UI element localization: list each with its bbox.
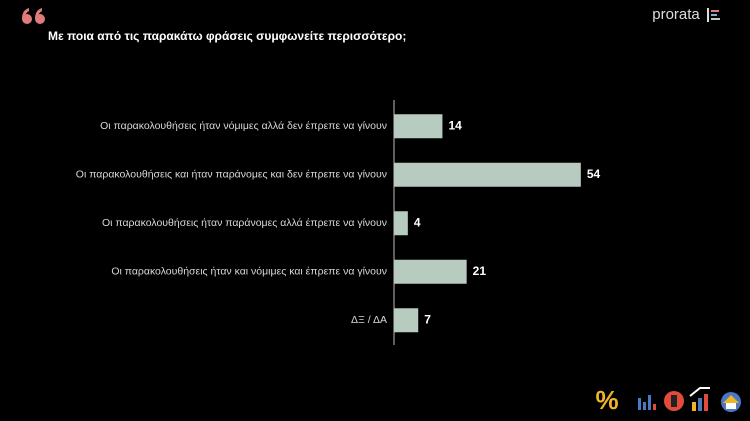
footer-icons: % [595, 385, 741, 415]
category-label: ΔΞ / ΔΑ [351, 314, 387, 326]
bar [394, 162, 581, 187]
value-label: 7 [424, 312, 431, 326]
category-label: Οι παρακολουθήσεις και ήταν παράνομες κα… [76, 169, 387, 181]
bar [394, 211, 408, 236]
svg-text:%: % [595, 385, 618, 415]
category-label: Οι παρακολουθήσεις ήταν νόμιμες αλλά δεν… [100, 120, 387, 132]
bar [394, 308, 419, 333]
quote-icon [22, 8, 45, 24]
bar [394, 114, 443, 139]
value-label: 21 [473, 264, 487, 278]
value-label: 4 [414, 215, 421, 229]
logo-mark [707, 8, 720, 22]
logo: prorata [652, 6, 700, 23]
bar [394, 259, 467, 284]
value-label: 54 [587, 167, 601, 181]
category-label: Οι παρακολουθήσεις ήταν και νόμιμες και … [111, 266, 387, 278]
category-label: Οι παρακολουθήσεις ήταν παράνομες αλλά έ… [102, 217, 387, 229]
value-label: 14 [448, 118, 462, 132]
chart-title: Με ποια από τις παρακάτω φράσεις συμφωνε… [48, 29, 406, 43]
